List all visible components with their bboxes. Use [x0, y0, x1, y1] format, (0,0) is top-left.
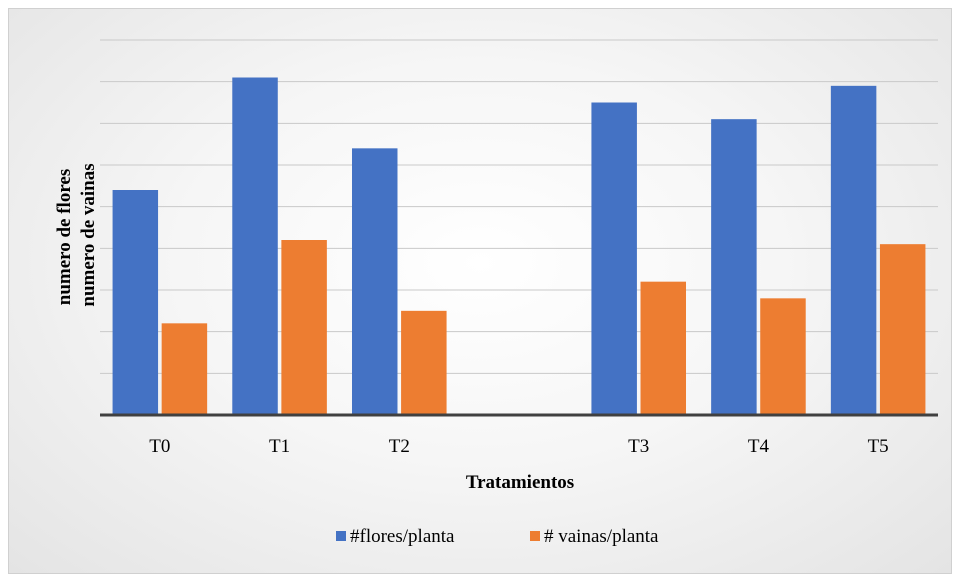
legend-label-vainas: # vainas/planta	[544, 526, 659, 547]
gridlines	[100, 39, 938, 374]
x-tick-label: T2	[389, 436, 410, 457]
bar-flores-T0	[112, 190, 159, 415]
x-tick-labels: T0 T1 T2 T3 T4 T5	[149, 436, 888, 457]
bar-vainas-T2	[401, 310, 447, 415]
bar-flores-T1	[232, 77, 278, 415]
bar-flores-T4	[711, 119, 757, 416]
bar-flores-T3	[591, 102, 637, 415]
bar-vainas-T4	[760, 298, 806, 415]
y-axis-title-line-1: numero de flores	[54, 169, 75, 306]
y-axis-title: numero de flores numero de vainas	[54, 163, 99, 306]
x-tick-label: T3	[628, 436, 649, 457]
x-tick-label: T4	[748, 436, 770, 457]
x-tick-label: T5	[868, 436, 889, 457]
legend-label-flores: #flores/planta	[350, 526, 455, 547]
y-axis-title-line-2: numero de vainas	[78, 163, 99, 306]
bar-vainas-T0	[161, 323, 208, 415]
bar-vainas-T1	[281, 240, 327, 415]
legend-swatch-flores	[336, 531, 346, 541]
legend: #flores/planta # vainas/planta	[336, 526, 659, 547]
bar-flores-T2	[351, 148, 398, 416]
x-tick-label: T0	[149, 436, 170, 457]
bar-flores-T5	[830, 85, 877, 415]
chart-area	[8, 8, 952, 574]
bar-vainas-T3	[640, 281, 687, 415]
x-tick-label: T1	[269, 436, 290, 457]
bar-vainas-T5	[879, 244, 926, 415]
bars	[112, 77, 926, 416]
x-axis-title: Tratamientos	[466, 472, 574, 493]
legend-swatch-vainas	[530, 531, 540, 541]
